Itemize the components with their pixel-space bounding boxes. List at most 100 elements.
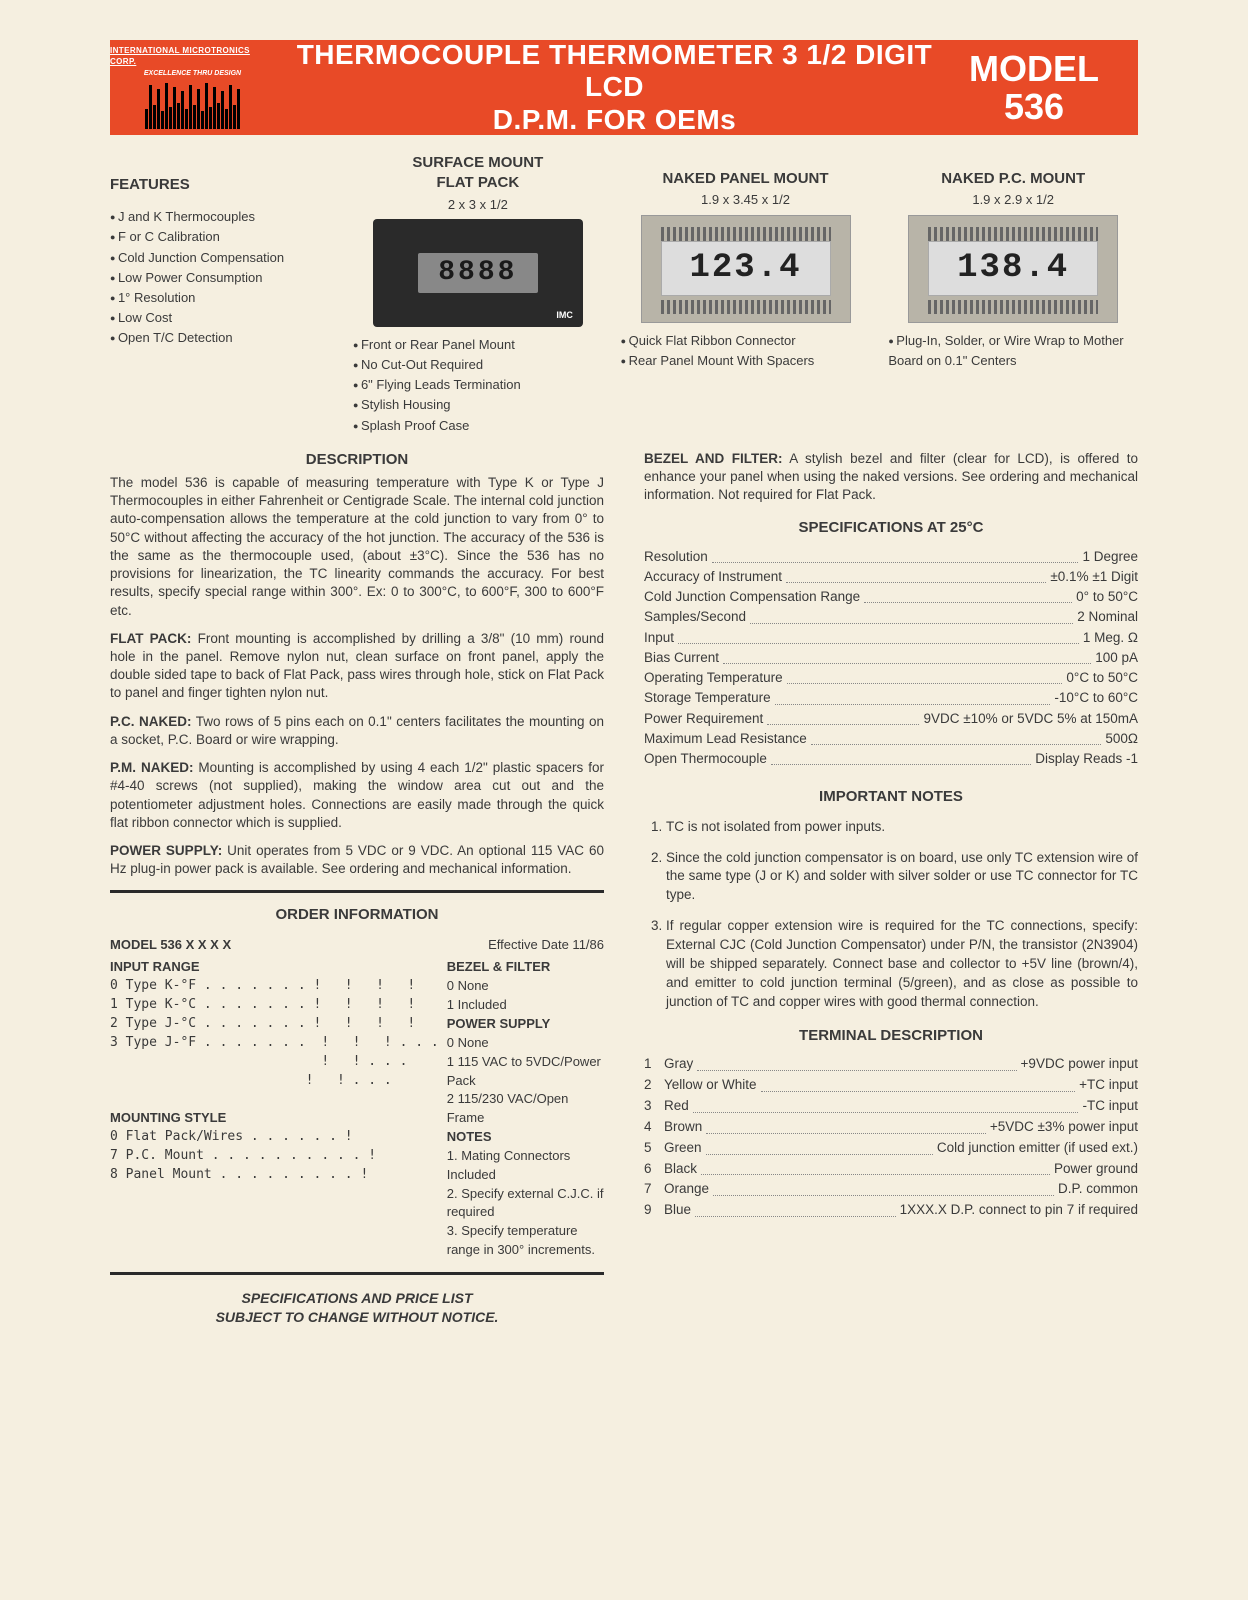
note-row: 3. Specify temperature range in 300° inc…	[447, 1222, 604, 1260]
lcd-display: 8888	[418, 253, 538, 293]
notes-heading: NOTES	[447, 1129, 492, 1144]
terminal-row: 1Gray+9VDC power input	[644, 1054, 1138, 1075]
feature-item: Cold Junction Compensation	[110, 248, 335, 268]
spec-label: Open Thermocouple	[644, 749, 767, 769]
description-p1: The model 536 is capable of measuring te…	[110, 474, 604, 620]
terminal-row: 6BlackPower ground	[644, 1159, 1138, 1180]
spec-row: Cold Junction Compensation Range0° to 50…	[644, 587, 1138, 607]
ps-row: 2 115/230 VAC/Open Frame	[447, 1090, 604, 1128]
product-bullet: Front or Rear Panel Mount	[353, 335, 603, 355]
header-banner: INTERNATIONAL MICROTRONICS CORP. EXCELLE…	[110, 40, 1138, 135]
header-title-line1: THERMOCOUPLE THERMOMETER 3 1/2 DIGIT LCD	[275, 39, 954, 103]
footer-line1: SPECIFICATIONS AND PRICE LIST	[110, 1289, 604, 1308]
terminal-desc: Power ground	[1054, 1159, 1138, 1180]
spec-label: Bias Current	[644, 648, 719, 668]
terminal-number: 2	[644, 1075, 664, 1096]
product-dimensions: 1.9 x 3.45 x 1/2	[621, 191, 871, 209]
power-supply-label: POWER SUPPLY:	[110, 843, 222, 858]
panel-mount-image: 123.4	[641, 215, 851, 323]
spec-row: Open ThermocoupleDisplay Reads -1	[644, 749, 1138, 769]
product-dimensions: 2 x 3 x 1/2	[353, 196, 603, 214]
spec-label: Accuracy of Instrument	[644, 567, 782, 587]
terminal-desc: 1XXX.X D.P. connect to pin 7 if required	[900, 1200, 1138, 1221]
product-bullet: Rear Panel Mount With Spacers	[621, 351, 871, 371]
note-row: 1. Mating Connectors Included	[447, 1147, 604, 1185]
terminal-number: 1	[644, 1054, 664, 1075]
terminal-color: Blue	[664, 1200, 691, 1221]
terminal-color: Orange	[664, 1179, 709, 1200]
terminal-row: 3Red-TC input	[644, 1096, 1138, 1117]
order-model-prefix: MODEL 536 X X X X	[110, 936, 231, 955]
description-p3: P.C. NAKED: Two rows of 5 pins each on 0…	[110, 713, 604, 749]
terminal-number: 4	[644, 1117, 664, 1138]
product-bullet: Splash Proof Case	[353, 416, 603, 436]
terminal-number: 9	[644, 1200, 664, 1221]
product-bullets: Quick Flat Ribbon Connector Rear Panel M…	[621, 331, 871, 371]
terminal-color: Red	[664, 1096, 689, 1117]
spec-label: Resolution	[644, 547, 708, 567]
product-title: NAKED P.C. MOUNT	[888, 169, 1138, 189]
input-row: 3 Type J-°F . . . . . . . ! ! ! . . .	[110, 1034, 439, 1053]
terminal-row: 7Orange D.P. common	[644, 1179, 1138, 1200]
company-tagline: EXCELLENCE THRU DESIGN	[144, 69, 241, 78]
order-block: MODEL 536 X X X X Effective Date 11/86 I…	[110, 936, 604, 1260]
spec-value: 500Ω	[1105, 729, 1138, 749]
mount-row: 8 Panel Mount . . . . . . . . . !	[110, 1166, 439, 1185]
spec-row: Resolution 1 Degree	[644, 547, 1138, 567]
terminal-desc: +5VDC ±3% power input	[990, 1117, 1138, 1138]
pc-mount-image: 138.4	[908, 215, 1118, 323]
terminal-desc: -TC input	[1082, 1096, 1138, 1117]
flatpack-image: 8888 IMC	[373, 219, 583, 327]
input-row: 0 Type K-°F . . . . . . . ! ! ! !	[110, 977, 439, 996]
spec-label: Power Requirement	[644, 709, 763, 729]
spec-label: Input	[644, 628, 674, 648]
spec-label: Samples/Second	[644, 607, 746, 627]
ps-row: 1 115 VAC to 5VDC/Power Pack	[447, 1053, 604, 1091]
important-note: TC is not isolated from power inputs.	[666, 818, 1138, 837]
brand-mark: IMC	[556, 309, 573, 321]
input-row: 2 Type J-°C . . . . . . . ! ! ! !	[110, 1015, 439, 1034]
terminal-row: 5GreenCold junction emitter (if used ext…	[644, 1138, 1138, 1159]
spec-row: Operating Temperature0°C to 50°C	[644, 668, 1138, 688]
terminal-desc: D.P. common	[1058, 1179, 1138, 1200]
pc-naked-label: P.C. NAKED:	[110, 714, 192, 729]
spec-label: Operating Temperature	[644, 668, 783, 688]
terminal-heading: TERMINAL DESCRIPTION	[644, 1026, 1138, 1046]
order-effective-date: Effective Date 11/86	[488, 936, 604, 955]
input-row: 1 Type K-°C . . . . . . . ! ! ! !	[110, 996, 439, 1015]
spec-row: Accuracy of Instrument ±0.1% ±1 Digit	[644, 567, 1138, 587]
note-row: 2. Specify external C.J.C. if required	[447, 1185, 604, 1223]
terminal-number: 7	[644, 1179, 664, 1200]
spec-label: Maximum Lead Resistance	[644, 729, 807, 749]
product-title: NAKED PANEL MOUNT	[621, 169, 871, 189]
spec-value: ±0.1% ±1 Digit	[1050, 567, 1138, 587]
input-range-heading: INPUT RANGE	[110, 959, 200, 974]
terminal-desc: Cold junction emitter (if used ext.)	[937, 1138, 1138, 1159]
ps-row: 0 None	[447, 1034, 604, 1053]
company-logo: INTERNATIONAL MICROTRONICS CORP. EXCELLE…	[110, 40, 275, 135]
product-bullets: Front or Rear Panel Mount No Cut-Out Req…	[353, 335, 603, 436]
spec-row: Samples/Second2 Nominal	[644, 607, 1138, 627]
product-flatpack: SURFACE MOUNT FLAT PACK 2 x 3 x 1/2 8888…	[353, 153, 603, 436]
product-bullet: Plug-In, Solder, or Wire Wrap to Mother …	[888, 331, 1138, 371]
specs-table: Resolution1 DegreeAccuracy of Instrument…	[644, 547, 1138, 770]
bezel-row: 1 Included	[447, 996, 604, 1015]
product-bullet: Quick Flat Ribbon Connector	[621, 331, 871, 351]
mount-row: 0 Flat Pack/Wires . . . . . . !	[110, 1128, 439, 1147]
spec-value: -10°C to 60°C	[1054, 688, 1138, 708]
spec-value: 1 Degree	[1082, 547, 1138, 567]
description-heading: DESCRIPTION	[110, 450, 604, 470]
mounting-heading: MOUNTING STYLE	[110, 1110, 226, 1125]
bezel-filter-label: BEZEL AND FILTER:	[644, 451, 783, 466]
terminal-table: 1Gray+9VDC power input2Yellow or White+T…	[644, 1054, 1138, 1221]
logo-bars-icon	[145, 81, 240, 129]
spec-value: 1 Meg. Ω	[1083, 628, 1138, 648]
spec-value: 100 pA	[1095, 648, 1138, 668]
company-name: INTERNATIONAL MICROTRONICS CORP.	[110, 46, 275, 68]
lcd-display: 123.4	[689, 246, 801, 292]
main-columns: DESCRIPTION The model 536 is capable of …	[110, 450, 1138, 1327]
terminal-color: Brown	[664, 1117, 702, 1138]
description-p4: P.M. NAKED: Mounting is accomplished by …	[110, 759, 604, 832]
important-notes-list: TC is not isolated from power inputs. Si…	[644, 818, 1138, 1012]
pm-naked-label: P.M. NAKED:	[110, 760, 193, 775]
